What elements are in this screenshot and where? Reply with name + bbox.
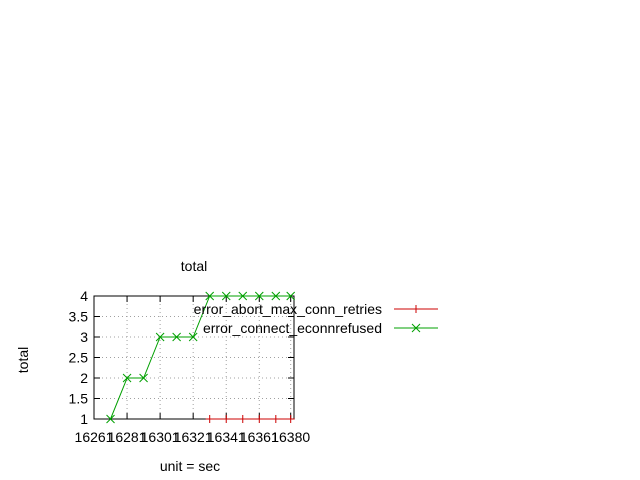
y-tick-label: 3 — [80, 329, 88, 345]
legend-label: error_abort_max_conn_retries — [194, 301, 382, 317]
y-tick-label: 1.5 — [69, 391, 89, 407]
data-point — [205, 291, 215, 301]
legend-swatch-marker — [411, 323, 421, 333]
data-point — [172, 332, 181, 342]
data-point — [254, 291, 264, 301]
data-point — [139, 373, 148, 383]
data-point — [271, 415, 280, 423]
data-point — [205, 415, 214, 423]
data-point — [238, 291, 248, 301]
legend: error_abort_max_conn_retries error_connec… — [194, 301, 438, 336]
data-point — [122, 373, 132, 383]
y-tick-label: 1 — [80, 411, 88, 427]
chart-title: total — [181, 258, 207, 274]
x-tick-label: 16301 — [141, 429, 180, 445]
axis-ticks: 11.522.533.54162611628116301163211634116… — [69, 288, 311, 445]
data-point — [155, 332, 165, 342]
series-line — [110, 295, 291, 420]
y-tick-label: 3.5 — [69, 309, 89, 325]
x-tick-label: 16361 — [240, 429, 279, 445]
x-tick-label: 16380 — [271, 429, 310, 445]
series-1 — [106, 291, 296, 424]
data-point — [238, 415, 247, 423]
data-point — [106, 414, 115, 424]
data-point — [222, 415, 231, 423]
data-point — [221, 291, 231, 301]
series-0 — [205, 415, 295, 423]
x-axis-label: unit = sec — [160, 458, 220, 474]
legend-swatch-marker — [412, 305, 420, 313]
legend-label: error_connect_econnrefused — [203, 320, 382, 336]
x-tick-label: 16281 — [108, 429, 147, 445]
x-tick-label: 16341 — [207, 429, 246, 445]
y-tick-label: 2 — [80, 370, 88, 386]
y-tick-label: 2.5 — [69, 350, 89, 366]
data-point — [271, 291, 281, 301]
x-tick-label: 16321 — [174, 429, 213, 445]
data-point — [286, 291, 296, 301]
data-point — [286, 415, 295, 423]
y-tick-label: 4 — [80, 288, 88, 304]
data-point — [255, 415, 264, 423]
series — [106, 291, 296, 424]
x-tick-label: 16261 — [75, 429, 114, 445]
y-axis-label: total — [15, 347, 31, 373]
data-point — [188, 332, 198, 342]
